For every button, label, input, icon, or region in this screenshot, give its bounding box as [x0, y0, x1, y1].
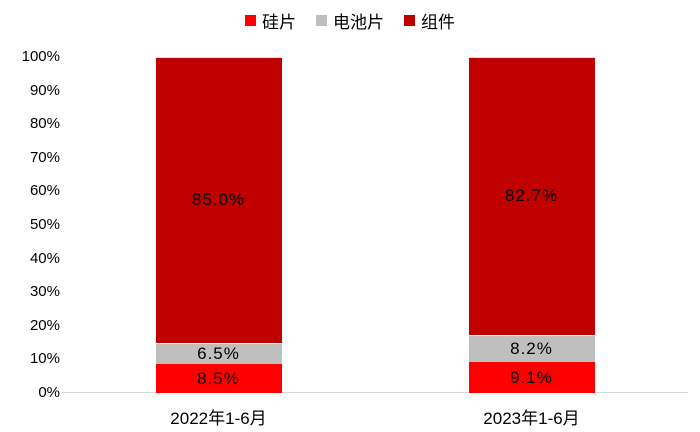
- legend-label: 电池片: [333, 13, 384, 32]
- legend-swatch-icon: [245, 15, 256, 26]
- y-tick-label: 100%: [21, 48, 60, 65]
- y-tick-label: 80%: [29, 115, 60, 133]
- bar-segment-data-label: 82.7%: [504, 186, 559, 206]
- bar-segment-1-cat-1: 8.2%: [468, 334, 595, 363]
- bar-segment-data-label: 9.1%: [510, 367, 553, 387]
- bar-segment-data-label: 8.2%: [510, 339, 553, 359]
- x-axis-line: [62, 392, 688, 393]
- legend-label: 硅片: [262, 13, 296, 32]
- y-tick-label: 30%: [29, 283, 60, 301]
- legend-item-2: 组件: [404, 8, 455, 33]
- legend-item-0: 硅片: [245, 8, 296, 33]
- x-tick-label: 2022年1-6月: [170, 409, 267, 428]
- legend-swatch-icon: [316, 15, 327, 26]
- y-tick-label: 20%: [29, 316, 60, 334]
- y-tick-label: 90%: [29, 81, 60, 99]
- legend: 硅片 电池片 组件: [0, 8, 700, 33]
- y-tick-label: 40%: [29, 249, 60, 267]
- legend-label: 组件: [421, 13, 455, 32]
- bar-segment-0-cat-0: 8.5%: [155, 364, 282, 393]
- y-tick-label: 0%: [38, 384, 60, 401]
- legend-item-1: 电池片: [316, 8, 384, 33]
- bar-segment-0-cat-1: 9.1%: [468, 362, 595, 393]
- y-tick-label: 60%: [29, 182, 60, 200]
- bar-segment-2-cat-1: 82.7%: [468, 57, 595, 335]
- bar-segment-data-label: 6.5%: [197, 344, 240, 363]
- bar-segment-data-label: 8.5%: [197, 368, 240, 388]
- legend-swatch-icon: [404, 15, 415, 26]
- y-tick-label: 50%: [29, 216, 60, 233]
- x-tick-label: 2023年1-6月: [483, 409, 580, 428]
- bar-segment-1-cat-0: 6.5%: [155, 342, 282, 365]
- y-tick-label: 10%: [29, 350, 60, 368]
- bar-segment-data-label: 85.0%: [191, 190, 246, 210]
- y-tick-label: 70%: [29, 148, 60, 166]
- bar-segment-2-cat-0: 85.0%: [155, 57, 282, 343]
